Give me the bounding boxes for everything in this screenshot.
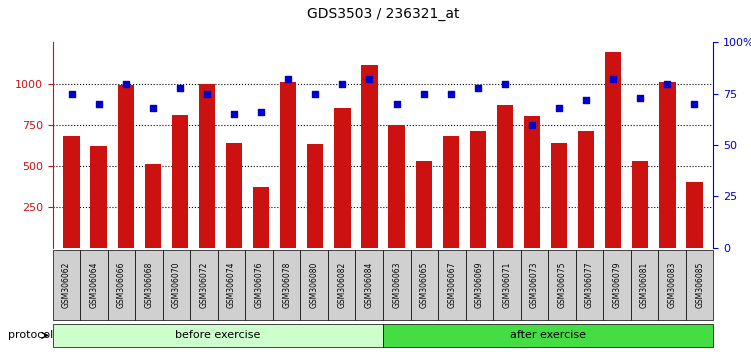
Point — [336, 81, 348, 86]
Text: GSM306081: GSM306081 — [640, 262, 649, 308]
Point — [309, 91, 321, 97]
Bar — [632, 161, 648, 248]
Bar — [280, 82, 297, 248]
Bar — [578, 131, 594, 248]
Bar — [118, 85, 134, 248]
Point — [174, 85, 186, 91]
Point — [580, 97, 592, 103]
Text: after exercise: after exercise — [510, 330, 587, 341]
Point — [391, 101, 403, 107]
Point — [499, 81, 511, 86]
Bar — [686, 182, 703, 248]
Text: GSM306079: GSM306079 — [613, 262, 622, 308]
Point — [418, 91, 430, 97]
Text: GDS3503 / 236321_at: GDS3503 / 236321_at — [306, 7, 460, 21]
Bar — [172, 115, 188, 248]
Bar — [415, 161, 432, 248]
Bar — [496, 105, 513, 248]
Bar — [145, 164, 161, 248]
Point — [635, 95, 647, 101]
Point — [553, 105, 565, 111]
Point — [255, 109, 267, 115]
Text: GSM306074: GSM306074 — [227, 262, 236, 308]
Point — [445, 91, 457, 97]
Text: GSM306070: GSM306070 — [172, 262, 181, 308]
Text: GSM306076: GSM306076 — [255, 262, 264, 308]
Point — [146, 105, 158, 111]
Point — [282, 76, 294, 82]
Bar — [469, 131, 486, 248]
Text: GSM306078: GSM306078 — [282, 262, 291, 308]
Text: GSM306085: GSM306085 — [695, 262, 704, 308]
Text: GSM306071: GSM306071 — [502, 262, 511, 308]
Point — [119, 81, 131, 86]
Text: GSM306064: GSM306064 — [89, 262, 98, 308]
Bar — [199, 84, 215, 248]
Bar — [226, 143, 242, 248]
Bar — [524, 116, 540, 248]
Text: GSM306067: GSM306067 — [448, 262, 457, 308]
Text: GSM306075: GSM306075 — [557, 262, 566, 308]
Point — [608, 76, 620, 82]
Point — [92, 101, 104, 107]
Point — [201, 91, 213, 97]
Point — [526, 122, 538, 127]
Bar — [659, 82, 676, 248]
Text: GSM306084: GSM306084 — [365, 262, 374, 308]
Text: GSM306062: GSM306062 — [62, 262, 71, 308]
Point — [228, 112, 240, 117]
Point — [472, 85, 484, 91]
Bar — [605, 52, 621, 248]
Point — [65, 91, 77, 97]
Text: GSM306065: GSM306065 — [420, 262, 429, 308]
Text: GSM306073: GSM306073 — [530, 262, 539, 308]
Bar — [63, 136, 80, 248]
Text: GSM306080: GSM306080 — [309, 262, 318, 308]
Bar — [361, 65, 378, 248]
Point — [662, 81, 674, 86]
Bar — [334, 108, 351, 248]
Text: before exercise: before exercise — [175, 330, 261, 341]
Text: GSM306068: GSM306068 — [144, 262, 153, 308]
Point — [689, 101, 701, 107]
Bar — [551, 143, 567, 248]
Text: GSM306072: GSM306072 — [200, 262, 209, 308]
Text: GSM306083: GSM306083 — [668, 262, 677, 308]
Point — [363, 76, 376, 82]
Text: GSM306077: GSM306077 — [585, 262, 594, 308]
Text: GSM306066: GSM306066 — [117, 262, 126, 308]
Text: GSM306069: GSM306069 — [475, 262, 484, 308]
Text: GSM306063: GSM306063 — [392, 262, 401, 308]
Bar — [388, 125, 405, 248]
Text: GSM306082: GSM306082 — [337, 262, 346, 308]
Bar — [253, 187, 270, 248]
Bar — [307, 144, 324, 248]
Bar — [90, 146, 107, 248]
Bar — [442, 136, 459, 248]
Text: protocol: protocol — [8, 330, 53, 341]
